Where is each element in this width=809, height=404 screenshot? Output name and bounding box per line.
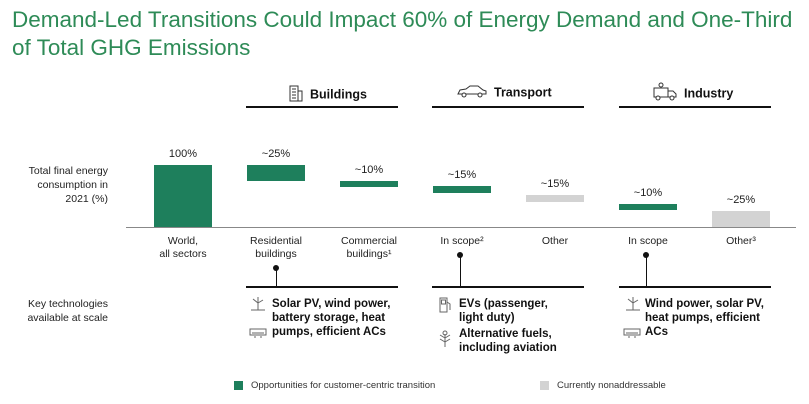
category-label-6: Other³: [726, 235, 756, 247]
industry-tech-line: [619, 286, 771, 288]
wind-turbine-icon: [250, 297, 266, 316]
legend-item-nonaddressable: Currently nonaddressable: [540, 380, 666, 391]
industry-connector: [646, 255, 647, 286]
sector-industry: Industry: [652, 82, 733, 105]
transport-connector: [460, 255, 461, 286]
sector-industry-label: Industry: [684, 86, 734, 101]
transport-tech-1: EVs (passenger, light duty): [459, 298, 548, 324]
category-label-3: In scope²: [440, 235, 484, 247]
legend-item-addressable: Opportunities for customer-centric trans…: [234, 380, 435, 391]
legend-swatch-nonaddressable: [540, 381, 549, 390]
transport-tech-line: [432, 286, 584, 288]
bar-value-label-5: ~10%: [633, 187, 663, 199]
industry-tech-2: ACs: [645, 326, 669, 338]
sector-buildings-label: Buildings: [310, 87, 367, 102]
air-conditioner-icon: [249, 325, 267, 343]
car-icon: [456, 84, 488, 101]
sector-transport: Transport: [456, 84, 552, 101]
bar-3: [433, 186, 491, 193]
buildings-tech-1: Solar PV, wind power, battery storage, h…: [272, 298, 391, 324]
category-label-2: Commercial buildings¹: [340, 235, 397, 260]
industry-divider: [619, 106, 771, 108]
bar-1: [247, 165, 305, 181]
bar-value-label-4: ~15%: [540, 178, 570, 190]
tech-row-label: Key technologies available at scale: [27, 298, 108, 324]
transport-divider: [432, 106, 584, 108]
buildings-tech-line: [246, 286, 398, 288]
buildings-connector: [276, 268, 277, 286]
category-label-1: Residential buildings: [250, 235, 302, 260]
sector-transport-label: Transport: [494, 85, 552, 100]
energy-row-label: Total final energy consumption in 2021 (…: [28, 165, 108, 205]
transport-connector-dot: [457, 252, 463, 258]
bar-value-label-6: ~25%: [726, 194, 756, 206]
buildings-tech-2: pumps, efficient ACs: [272, 326, 386, 338]
factory-truck-icon: [652, 82, 678, 105]
category-label-0: World, all sectors: [159, 235, 207, 260]
category-label-5: In scope: [628, 235, 668, 247]
fuel-pump-icon: [439, 297, 451, 318]
bar-value-label-0: 100%: [168, 148, 198, 160]
category-label-4: Other: [541, 235, 569, 247]
plant-fuel-icon: [438, 330, 452, 353]
bar-5: [619, 204, 677, 210]
bar-value-label-2: ~10%: [354, 164, 384, 176]
buildings-connector-dot: [273, 265, 279, 271]
buildings-divider: [246, 106, 398, 108]
wind-turbine-icon: [625, 297, 641, 316]
transport-tech-2: Alternative fuels, including aviation: [459, 328, 557, 354]
chart-title: Demand-Led Transitions Could Impact 60% …: [12, 7, 793, 60]
bar-value-label-3: ~15%: [447, 169, 477, 181]
x-axis-line: [126, 227, 796, 228]
bar-2: [340, 181, 398, 187]
bar-4: [526, 195, 584, 202]
legend-label-addressable: Opportunities for customer-centric trans…: [251, 380, 436, 391]
bar-6: [712, 211, 770, 227]
sector-buildings: Buildings: [288, 84, 367, 105]
bar-value-label-1: ~25%: [261, 148, 291, 160]
air-conditioner-icon: [623, 325, 641, 343]
bar-0: [154, 165, 212, 227]
building-icon: [288, 84, 304, 105]
legend-swatch-addressable: [234, 381, 243, 390]
industry-tech-1: Wind power, solar PV, heat pumps, effici…: [645, 298, 764, 324]
industry-connector-dot: [643, 252, 649, 258]
legend-label-nonaddressable: Currently nonaddressable: [557, 380, 666, 391]
